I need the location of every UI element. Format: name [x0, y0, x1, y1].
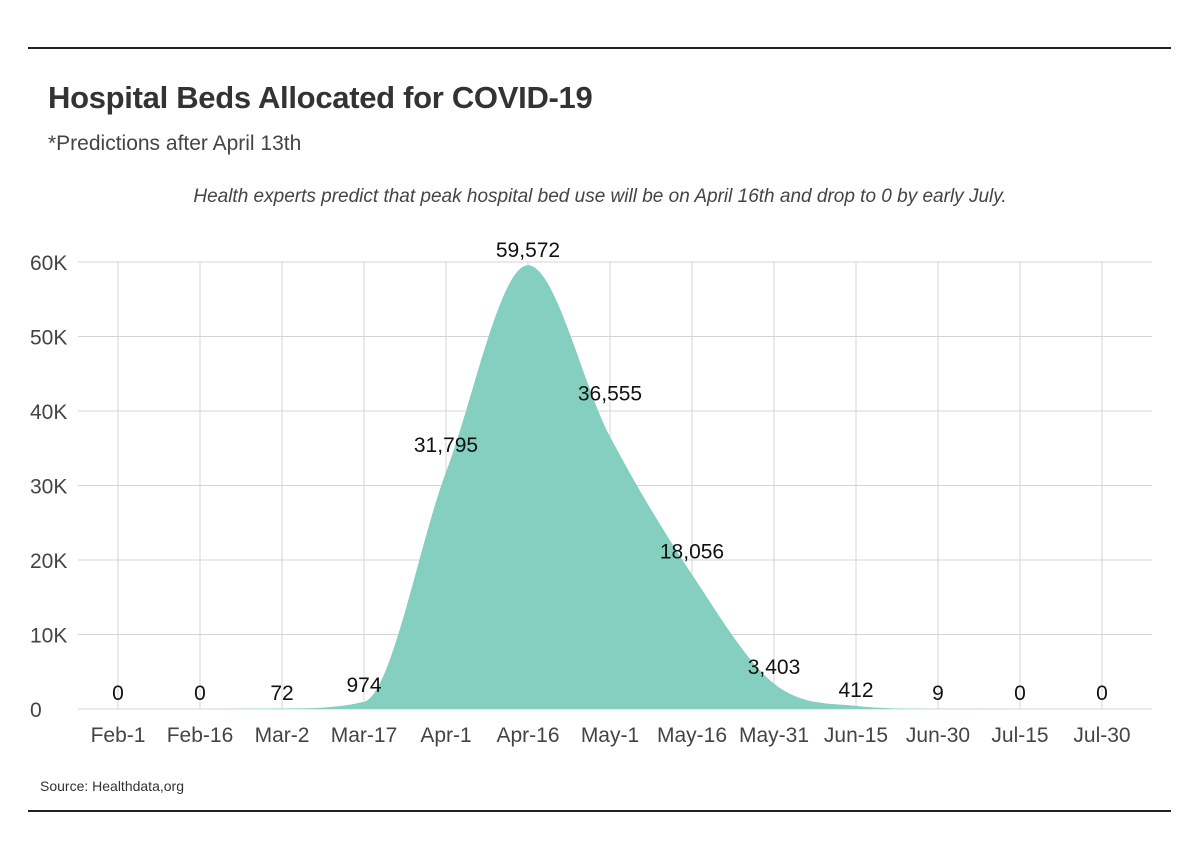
x-axis-ticks: Feb-1 Feb-16 Mar-2 Mar-17 Apr-1 Apr-16 May-1 Ma…	[91, 724, 1131, 747]
x-tick-label: May-1	[581, 724, 639, 747]
data-label: 0	[194, 682, 206, 705]
data-label: 0	[1096, 682, 1108, 705]
data-label: 59,572	[496, 239, 560, 262]
data-label: 412	[838, 679, 873, 702]
data-label: 18,056	[660, 540, 724, 563]
y-tick-label: 20K	[30, 550, 67, 573]
x-tick-label: May-16	[657, 724, 727, 747]
bottom-rule	[28, 810, 1171, 812]
x-tick-label: Feb-1	[91, 724, 146, 747]
data-label: 72	[270, 682, 293, 705]
chart-subtitle: *Predictions after April 13th	[48, 132, 302, 155]
chart-title: Hospital Beds Allocated for COVID-19	[48, 80, 593, 115]
data-label: 9	[932, 682, 944, 705]
y-tick-label: 60K	[30, 252, 67, 275]
chart-source: Source: Healthdata,org	[40, 778, 184, 794]
y-tick-label: 30K	[30, 476, 67, 499]
y-axis-ticks: 0 10K 20K 30K 40K 50K 60K	[30, 252, 67, 722]
data-label: 974	[346, 674, 381, 697]
x-tick-label: Apr-16	[496, 724, 559, 747]
data-label: 3,403	[748, 656, 801, 679]
x-tick-label: Apr-1	[420, 724, 471, 747]
x-tick-label: Feb-16	[167, 724, 234, 747]
top-rule	[28, 47, 1171, 49]
x-tick-label: Mar-2	[255, 724, 310, 747]
y-tick-label: 50K	[30, 327, 67, 350]
data-label: 36,555	[578, 383, 642, 406]
x-tick-label: Mar-17	[331, 724, 398, 747]
data-label: 0	[1014, 682, 1026, 705]
y-tick-label: 40K	[30, 401, 67, 424]
x-tick-label: May-31	[739, 724, 809, 747]
chart-annotation: Health experts predict that peak hospita…	[193, 186, 1007, 207]
data-label: 31,795	[414, 434, 478, 457]
x-tick-label: Jul-30	[1073, 724, 1130, 747]
y-tick-label: 0	[30, 699, 42, 722]
x-tick-label: Jun-15	[824, 724, 888, 747]
data-label: 0	[112, 682, 124, 705]
x-tick-label: Jun-30	[906, 724, 970, 747]
y-tick-label: 10K	[30, 625, 67, 648]
x-tick-label: Jul-15	[991, 724, 1048, 747]
area-series	[118, 265, 1102, 709]
data-labels: 0 0 72 974 31,795 59,572 36,555 18,056 3,403 412 9…	[112, 239, 1108, 705]
